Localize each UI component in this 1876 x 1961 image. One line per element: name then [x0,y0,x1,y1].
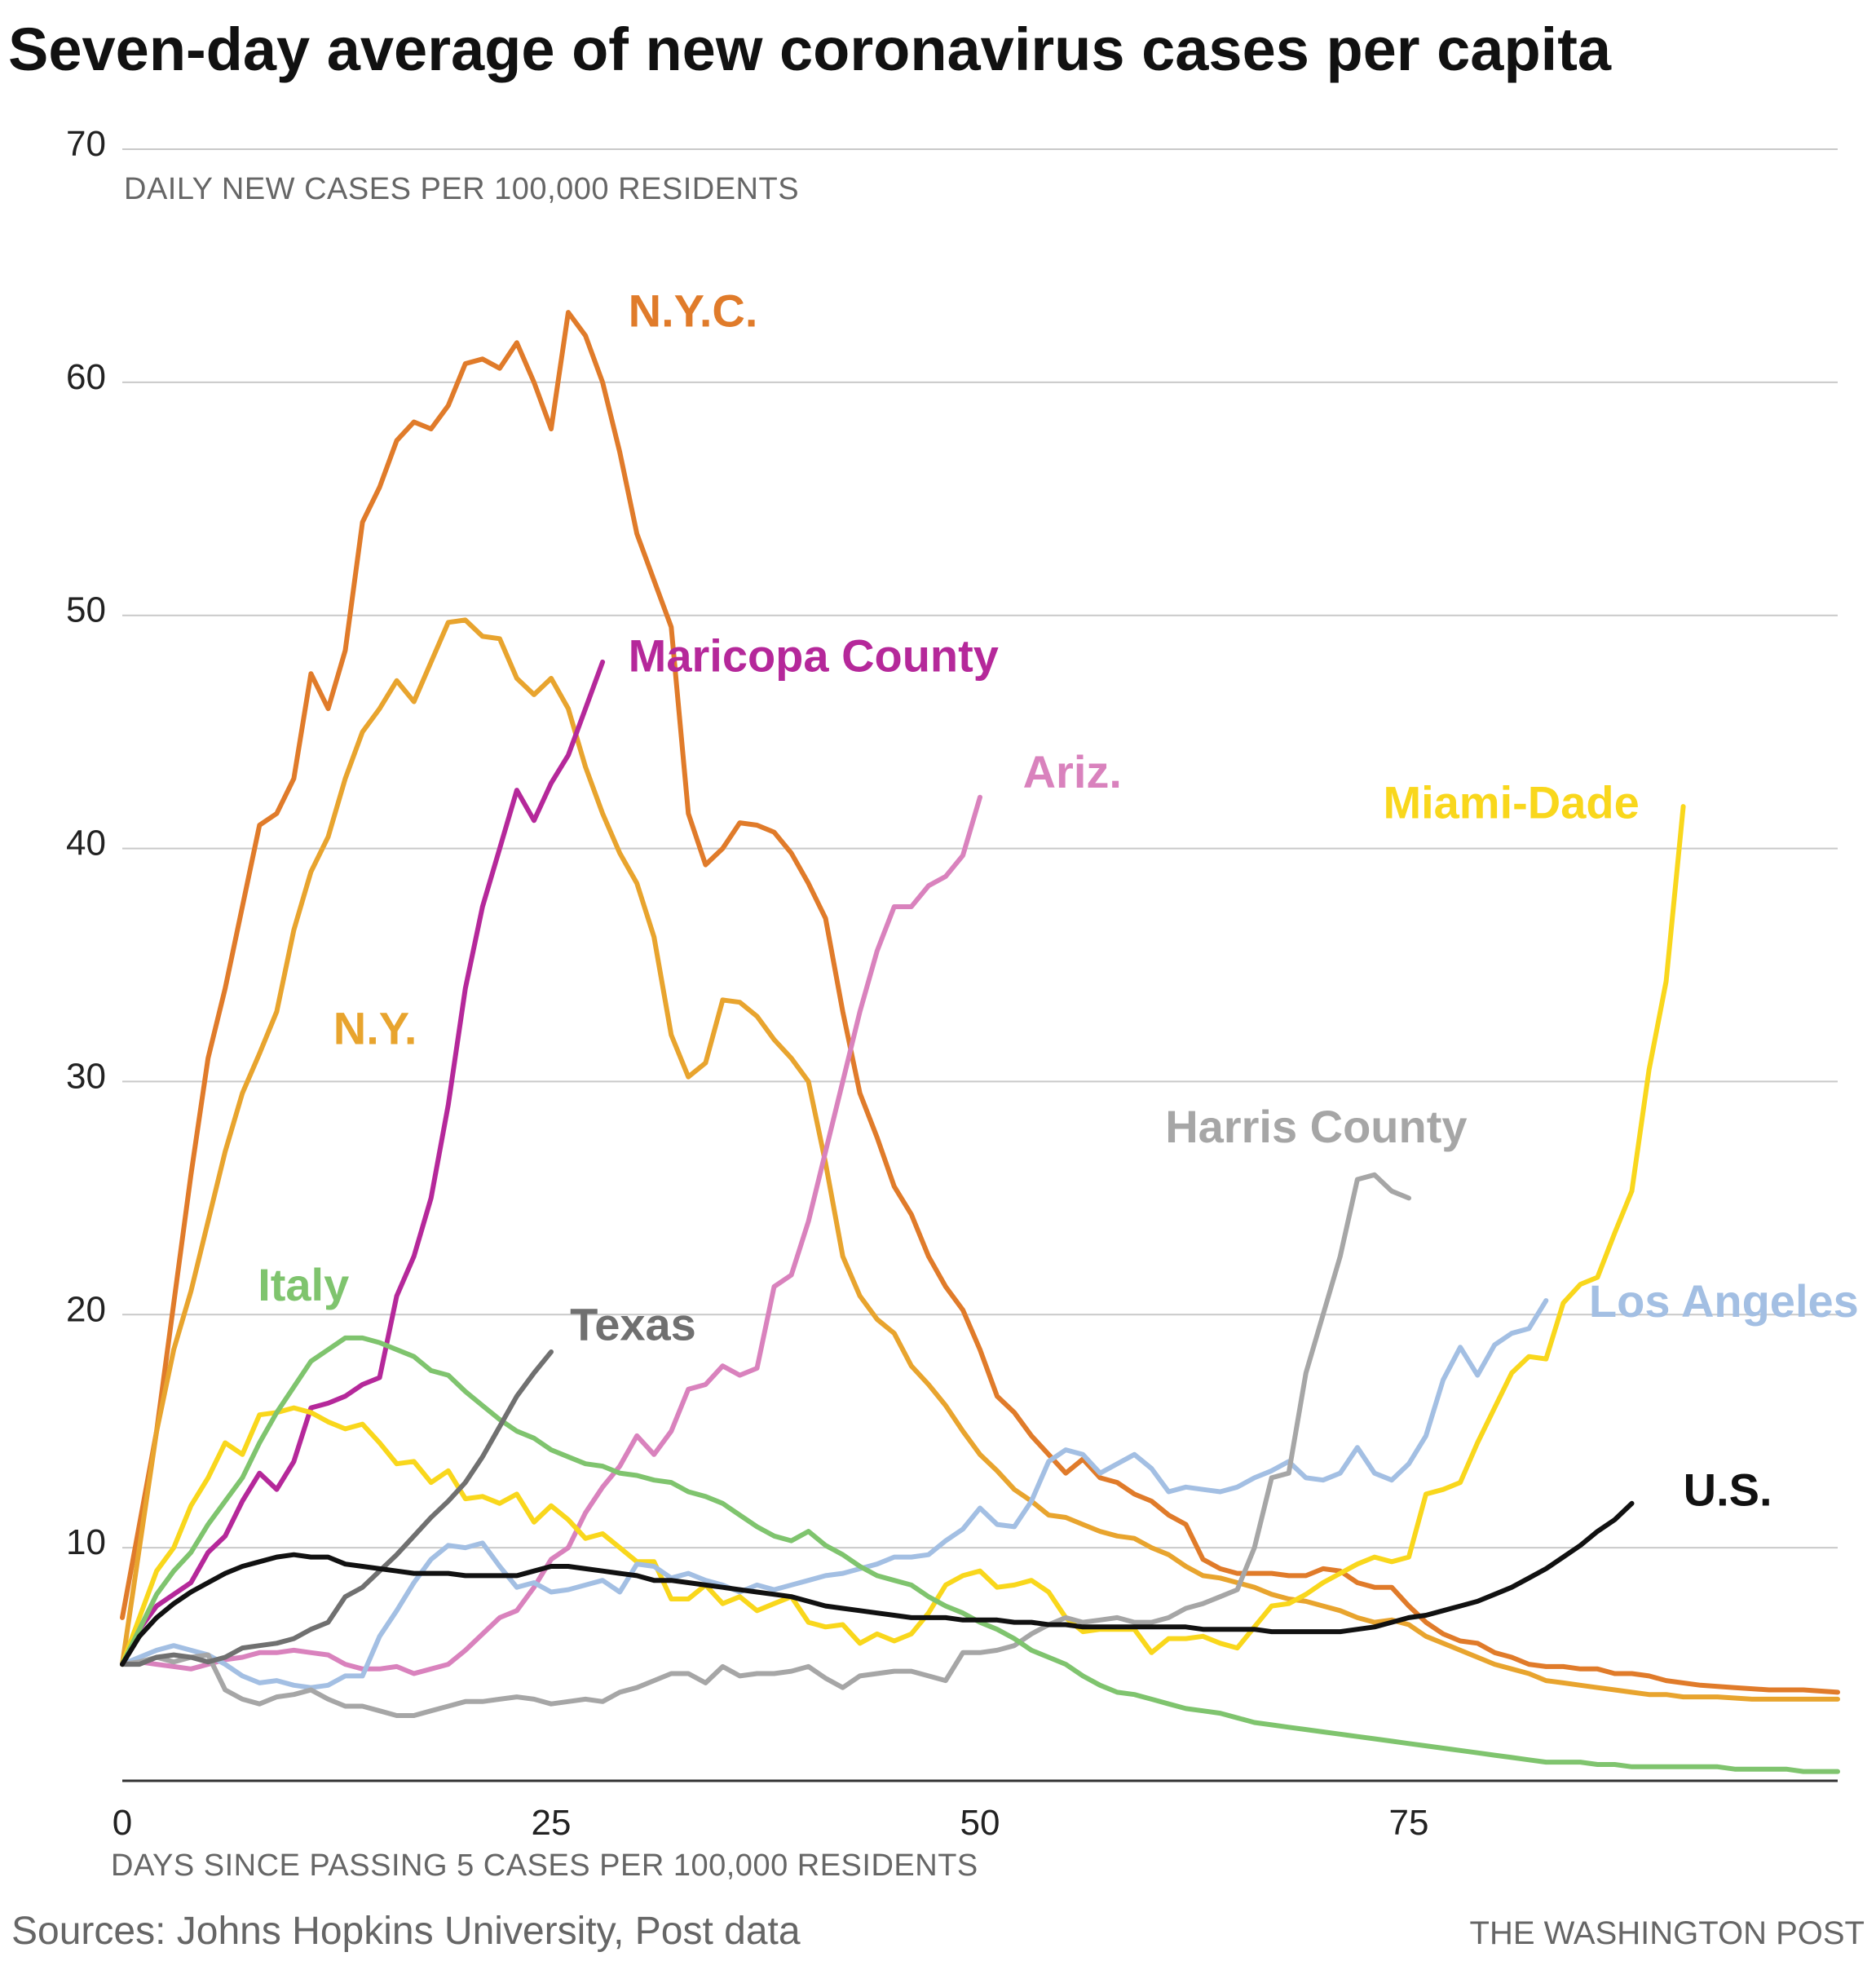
y-tick-label: 70 [66,124,106,164]
chart-title: Seven-day average of new coronavirus cas… [8,15,1612,83]
series-label-miami-dade: Miami-Dade [1383,776,1639,828]
series-label-n-y: N.Y. [333,1003,417,1054]
x-tick-label: 25 [532,1803,572,1843]
series-label-maricopa-county: Maricopa County [629,629,999,681]
series-label-los-angeles: Los Angeles [1589,1275,1859,1327]
y-axis-label: DAILY NEW CASES PER 100,000 RESIDENTS [124,172,799,206]
series-line-miami-dade [120,804,1686,1667]
y-tick-label: 60 [66,357,106,397]
x-axis-ticks: 0 25 50 75 [113,1803,1429,1843]
series-line-los-angeles [120,1298,1549,1690]
series-line-harris-county [120,1172,1411,1718]
series-line-maricopa-county [120,659,606,1667]
y-tick-label: 40 [66,824,106,863]
series-line-texas [120,1349,554,1667]
y-tick-label: 10 [66,1522,106,1562]
y-tick-label: 20 [66,1289,106,1329]
publisher-credit: THE WASHINGTON POST [1470,1915,1865,1951]
series-label-harris-county: Harris County [1165,1101,1467,1152]
source-note: Sources: Johns Hopkins University, Post … [11,1910,801,1953]
x-tick-label: 0 [113,1803,132,1843]
series-label-n-y-c: N.Y.C. [629,285,758,336]
series-line-u-s [120,1500,1635,1667]
x-tick-label: 50 [960,1803,1000,1843]
series-label-texas: Texas [570,1299,696,1350]
series-line-n-y [120,617,1840,1702]
x-axis-label: DAYS SINCE PASSING 5 CASES PER 100,000 R… [111,1848,978,1883]
series-label-italy: Italy [258,1259,349,1310]
y-axis-ticks: 10 20 30 40 50 60 70 [66,124,106,1562]
series-lines [120,310,1840,1774]
gridlines [122,148,1838,1549]
series-line-italy [120,1335,1840,1774]
series-line-n-y-c [120,310,1840,1695]
series-label-u-s: U.S. [1684,1464,1772,1516]
series-label-ariz: Ariz. [1023,746,1122,797]
y-tick-label: 30 [66,1056,106,1096]
y-tick-label: 50 [66,590,106,630]
x-tick-label: 75 [1389,1803,1429,1843]
series-line-ariz [120,794,982,1676]
series-labels: N.Y.C. N.Y. Maricopa County Ariz. Miami-Dade… [258,285,1859,1515]
